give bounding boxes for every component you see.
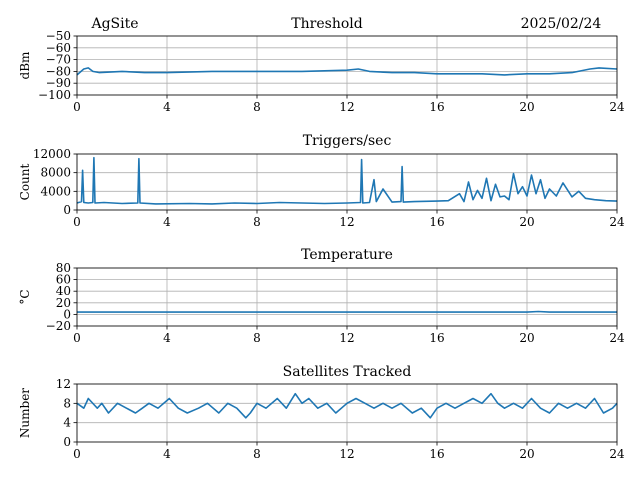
satellites-xtick-label: 8 bbox=[253, 447, 261, 461]
triggers-title: Triggers/sec bbox=[303, 133, 392, 149]
triggers-xtick-label: 16 bbox=[429, 215, 444, 229]
satellites-ytick-label: 4 bbox=[63, 416, 71, 430]
threshold-axes-frame bbox=[76, 35, 618, 96]
threshold-ytick-label: −80 bbox=[46, 64, 71, 78]
satellites-ylabel: Number bbox=[18, 388, 32, 438]
threshold-ytick-label: −60 bbox=[46, 41, 71, 55]
triggers-ylabel: Count bbox=[18, 163, 32, 200]
triggers-xtick-label: 4 bbox=[163, 215, 171, 229]
temperature-title: Temperature bbox=[301, 247, 393, 263]
satellites-xtick-label: 24 bbox=[609, 447, 625, 461]
triggers-xtick-label: 12 bbox=[339, 215, 354, 229]
satellites-panel: 0 4 8 12 16 20 24 12 8 4 0 Number bbox=[18, 377, 625, 461]
temperature-xtick-label: 20 bbox=[519, 331, 534, 345]
threshold-title: Threshold bbox=[291, 16, 362, 32]
threshold-xtick-label: 20 bbox=[519, 100, 534, 114]
temperature-ylabel: °C bbox=[18, 289, 32, 304]
triggers-ytick-label: 12000 bbox=[33, 147, 71, 161]
satellites-xtick-label: 12 bbox=[339, 447, 354, 461]
satellites-axes-frame bbox=[76, 383, 618, 443]
panels: 0 4 8 12 16 20 24 −50−60−70−80−90−100 dBm 0 4 8 12 16… bbox=[18, 29, 625, 461]
satellites-title: Satellites Tracked bbox=[283, 364, 412, 380]
temperature-xtick-label: 16 bbox=[429, 331, 444, 345]
temperature-ytick-label: 40 bbox=[56, 284, 71, 298]
threshold-xtick-label: 8 bbox=[253, 100, 261, 114]
temperature-xtick-label: 12 bbox=[339, 331, 354, 345]
date-label: 2025/02/24 bbox=[521, 16, 602, 32]
satellites-xtick-label: 20 bbox=[519, 447, 534, 461]
triggers-axes-frame bbox=[76, 153, 618, 211]
temperature-ytick-label: 60 bbox=[56, 273, 71, 287]
threshold-ytick-label: −70 bbox=[46, 53, 71, 67]
temperature-xtick-label: 8 bbox=[253, 331, 261, 345]
temperature-ytick-label: 0 bbox=[63, 307, 71, 321]
threshold-xtick-label: 24 bbox=[609, 100, 625, 114]
threshold-xtick-label: 0 bbox=[73, 100, 81, 114]
satellites-xtick-label: 4 bbox=[163, 447, 171, 461]
temperature-ytick-label: 80 bbox=[56, 261, 71, 275]
satellites-xtick-label: 0 bbox=[73, 447, 81, 461]
triggers-xtick-label: 8 bbox=[253, 215, 261, 229]
threshold-ytick-label: −90 bbox=[46, 76, 71, 90]
satellites-ytick-label: 8 bbox=[63, 396, 71, 410]
site-label: AgSite bbox=[90, 16, 138, 32]
triggers-xtick-label: 0 bbox=[73, 215, 81, 229]
triggers-series-line bbox=[76, 156, 618, 205]
threshold-panel: 0 4 8 12 16 20 24 −50−60−70−80−90−100 dBm bbox=[18, 29, 625, 114]
satellites-xtick-label: 16 bbox=[429, 447, 444, 461]
temperature-ytick-label: 20 bbox=[56, 296, 71, 310]
triggers-xtick-label: 24 bbox=[609, 215, 625, 229]
satellites-ytick-label: 12 bbox=[56, 377, 71, 391]
threshold-ylabel: dBm bbox=[18, 51, 32, 80]
triggers-xtick-label: 20 bbox=[519, 215, 534, 229]
temperature-xtick-label: 0 bbox=[73, 331, 81, 345]
temperature-xtick-label: 4 bbox=[163, 331, 171, 345]
threshold-xtick-label: 12 bbox=[339, 100, 354, 114]
temperature-axes-frame bbox=[76, 267, 618, 327]
threshold-ytick-label: −50 bbox=[46, 29, 71, 43]
temperature-xtick-label: 24 bbox=[609, 331, 625, 345]
threshold-series-line bbox=[76, 67, 618, 76]
satellites-ytick-label: 0 bbox=[63, 435, 71, 449]
triggers-panel: 0 4 8 12 16 20 24 12000 8000 4000 0 Count bbox=[18, 147, 625, 229]
temperature-ytick-label: −20 bbox=[46, 319, 71, 333]
satellites-series-line bbox=[76, 392, 618, 419]
triggers-ytick-label: 8000 bbox=[40, 166, 71, 180]
threshold-xtick-label: 4 bbox=[163, 100, 171, 114]
threshold-xtick-label: 16 bbox=[429, 100, 444, 114]
temperature-series-line bbox=[77, 310, 617, 313]
threshold-ytick-label: −100 bbox=[38, 88, 71, 102]
triggers-ytick-label: 4000 bbox=[40, 184, 71, 198]
triggers-ytick-label: 0 bbox=[63, 203, 71, 217]
